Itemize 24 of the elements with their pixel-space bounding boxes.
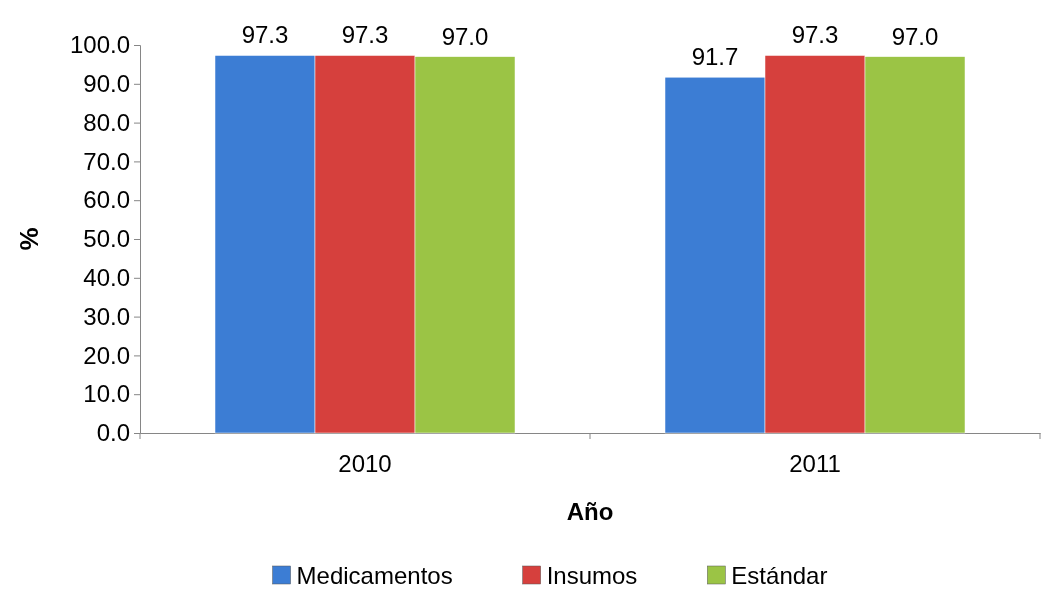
data-label: 97.3 — [791, 21, 839, 49]
data-label: 97.3 — [241, 21, 289, 49]
y-tick-label: 0.0 — [96, 419, 130, 447]
legend-label: Estándar — [731, 562, 828, 589]
data-label: 97.0 — [891, 22, 939, 50]
x-tick-label: 2011 — [789, 450, 841, 478]
data-label: 91.7 — [691, 43, 739, 71]
y-tick-label: 40.0 — [83, 263, 130, 291]
data-label: 97.0 — [441, 22, 489, 50]
legend-label: Insumos — [546, 562, 638, 589]
y-tick-label: 80.0 — [83, 108, 130, 136]
y-tick-label: 50.0 — [83, 225, 130, 253]
y-tick-label: 30.0 — [83, 302, 130, 330]
y-axis-title: % — [14, 227, 44, 251]
y-tick-label: 100.0 — [69, 31, 130, 59]
x-tick-label: 2010 — [338, 450, 392, 478]
y-tick-label: 70.0 — [83, 147, 130, 175]
y-tick-label: 20.0 — [83, 341, 130, 369]
legend-label: Medicamentos — [296, 562, 453, 589]
y-tick-label: 60.0 — [83, 186, 130, 214]
x-axis-title: Año — [566, 498, 614, 525]
y-tick-label: 90.0 — [83, 69, 130, 97]
y-tick-label: 10.0 — [83, 380, 130, 408]
data-label: 97.3 — [341, 21, 389, 49]
